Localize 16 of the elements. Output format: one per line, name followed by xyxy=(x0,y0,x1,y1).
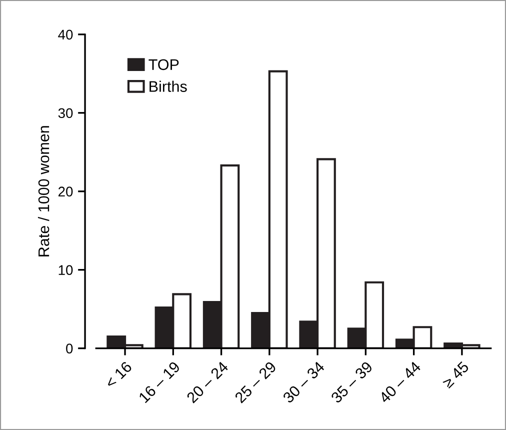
y-tick-label: 10 xyxy=(58,265,73,275)
y-axis-title: Rate / 1000 women xyxy=(38,126,50,256)
x-tick-label: ≥ 45 xyxy=(442,360,470,389)
x-tick-label: 30 – 34 xyxy=(282,360,326,404)
y-tick-label: 0 xyxy=(66,344,73,354)
x-tick-label: 20 – 24 xyxy=(186,360,229,404)
x-tick-label: 40 – 44 xyxy=(378,360,422,404)
y-tick-label: 30 xyxy=(58,108,73,118)
legend-label: TOP xyxy=(148,59,179,70)
x-tick-label: 35 – 39 xyxy=(330,360,374,404)
y-tick-label: 40 xyxy=(58,30,73,40)
x-tick-label: < 16 xyxy=(104,360,132,389)
y-tick-label: 20 xyxy=(58,186,73,197)
legend-label: Births xyxy=(150,80,187,92)
x-tick-label: 25 – 29 xyxy=(234,360,277,404)
x-tick-label: 16 – 19 xyxy=(138,360,181,404)
